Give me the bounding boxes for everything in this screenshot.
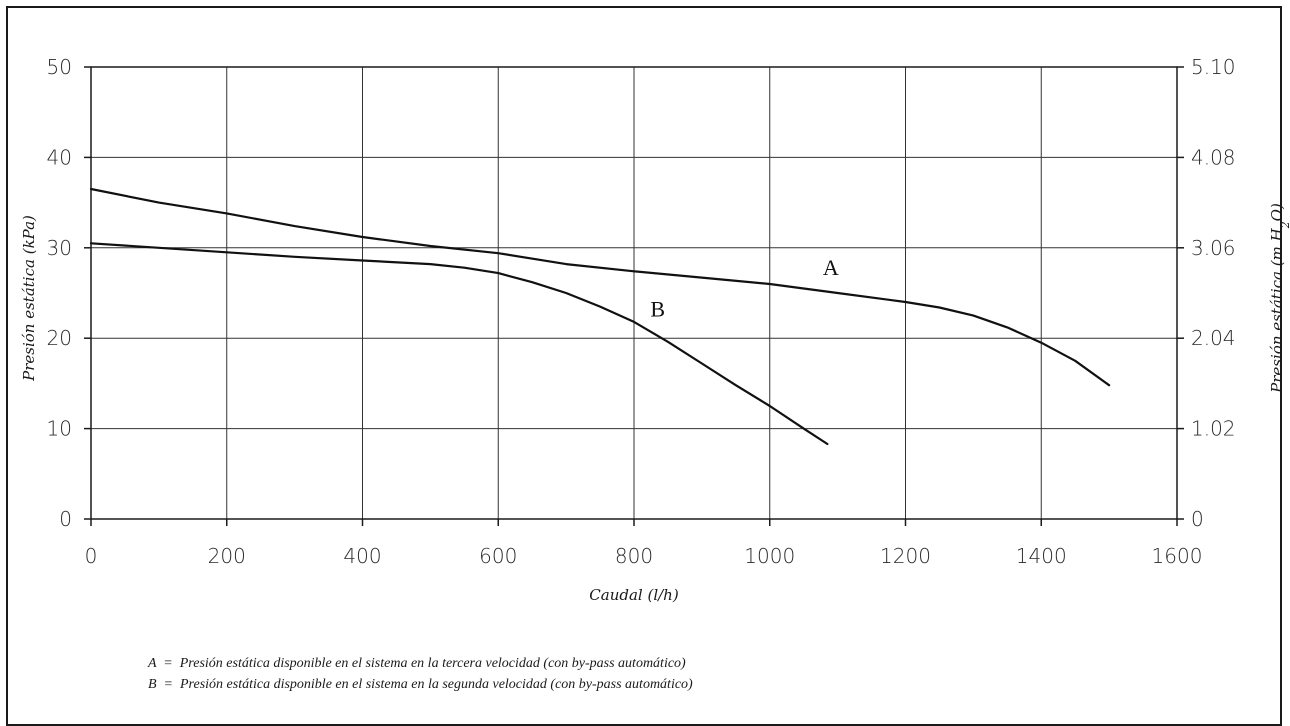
grid bbox=[84, 67, 1184, 526]
y-right-tick-label: 0 bbox=[1191, 507, 1204, 531]
y-left-tick-label: 30 bbox=[47, 236, 72, 260]
y-axis-right-title-prefix: Presión estática (m H bbox=[1268, 227, 1286, 393]
x-tick-label: 1600 bbox=[1152, 544, 1203, 568]
y-axis-left-title: Presión estática (kPa) bbox=[20, 215, 38, 382]
y-right-tick-label: 4.08 bbox=[1191, 145, 1236, 169]
legend-line-b: B = Presión estática disponible en el si… bbox=[148, 677, 693, 692]
y-axis-right-title-suffix: O) bbox=[1268, 203, 1286, 221]
legend-line-a: A = Presión estática disponible en el si… bbox=[147, 656, 686, 671]
series-line-a bbox=[91, 189, 1109, 385]
x-tick-label: 800 bbox=[615, 544, 653, 568]
x-axis-title: Caudal (l/h) bbox=[589, 586, 679, 604]
x-tick-label: 0 bbox=[85, 544, 98, 568]
x-tick-label: 1000 bbox=[744, 544, 795, 568]
x-tick-label: 400 bbox=[343, 544, 381, 568]
y-left-tick-label: 20 bbox=[47, 326, 72, 350]
y-right-tick-label: 1.02 bbox=[1191, 417, 1236, 441]
x-tick-label: 200 bbox=[208, 544, 246, 568]
series-label-a: A bbox=[823, 255, 839, 280]
y-right-tick-label: 5.10 bbox=[1191, 55, 1236, 79]
tick-labels: 0 200 400 600 800 1000 1200 1400 1600 0 10 20 30 40 50… bbox=[47, 55, 1236, 568]
y-right-tick-label: 2.04 bbox=[1191, 326, 1236, 350]
x-tick-label: 1400 bbox=[1016, 544, 1067, 568]
y-axis-right-title-sub: 2 bbox=[1279, 221, 1290, 229]
y-left-tick-label: 10 bbox=[47, 417, 72, 441]
x-tick-label: 600 bbox=[479, 544, 517, 568]
y-left-tick-label: 50 bbox=[47, 55, 72, 79]
series-line-b bbox=[91, 243, 827, 444]
y-left-tick-label: 40 bbox=[47, 145, 72, 169]
y-right-tick-label: 3.06 bbox=[1191, 236, 1236, 260]
y-left-tick-label: 0 bbox=[59, 507, 72, 531]
y-axis-right-title: Presión estática (m H2O) bbox=[1268, 203, 1290, 394]
series-group: AB bbox=[91, 189, 1109, 444]
series-label-b: B bbox=[650, 297, 665, 322]
x-tick-label: 1200 bbox=[880, 544, 931, 568]
